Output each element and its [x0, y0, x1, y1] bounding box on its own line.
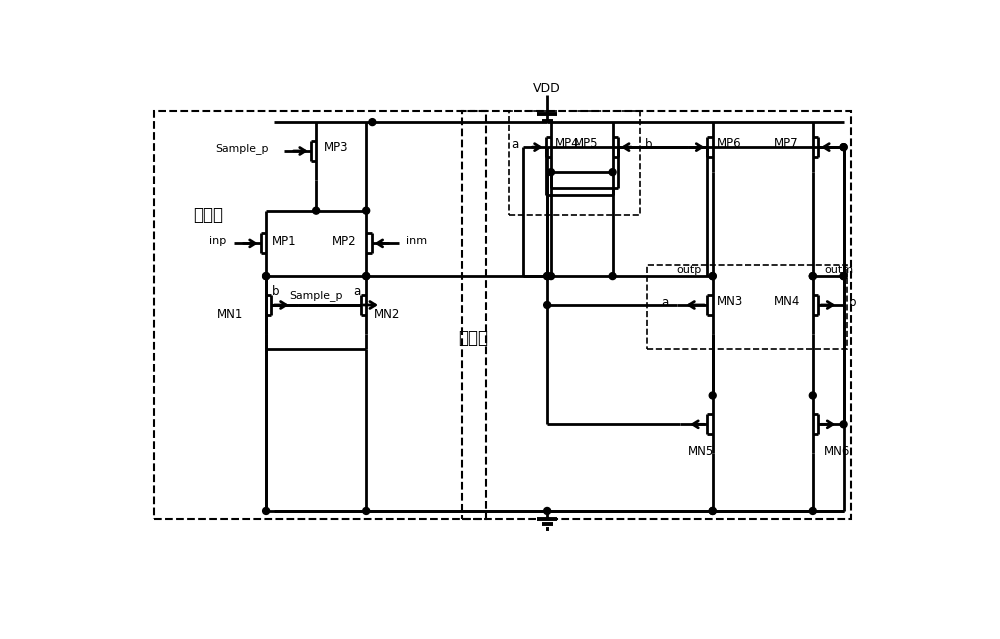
- Text: MP2: MP2: [332, 235, 356, 247]
- Text: MN6: MN6: [824, 445, 851, 458]
- Circle shape: [840, 144, 847, 151]
- Circle shape: [263, 507, 270, 514]
- Text: outp: outp: [676, 265, 701, 275]
- Circle shape: [709, 273, 716, 280]
- Circle shape: [363, 273, 370, 280]
- Circle shape: [544, 273, 551, 280]
- Circle shape: [709, 273, 716, 280]
- Text: b: b: [849, 296, 856, 309]
- Text: a: a: [662, 296, 669, 309]
- Circle shape: [544, 273, 551, 280]
- Text: MN4: MN4: [774, 295, 801, 307]
- Text: MP5: MP5: [574, 137, 599, 150]
- Circle shape: [369, 119, 376, 126]
- Circle shape: [363, 507, 370, 514]
- Circle shape: [544, 507, 551, 514]
- Text: MN2: MN2: [374, 308, 400, 321]
- Text: MP7: MP7: [774, 137, 799, 150]
- Text: VDD: VDD: [533, 82, 561, 95]
- Circle shape: [363, 207, 370, 214]
- Bar: [154, 111, 486, 519]
- Bar: [462, 111, 851, 519]
- Circle shape: [548, 273, 554, 280]
- Circle shape: [709, 392, 716, 399]
- Bar: [647, 265, 847, 350]
- Circle shape: [263, 273, 270, 280]
- Text: inm: inm: [406, 236, 427, 246]
- Text: 第二级: 第二级: [459, 328, 489, 347]
- Circle shape: [363, 273, 370, 280]
- Circle shape: [609, 169, 616, 176]
- Circle shape: [313, 207, 320, 214]
- Circle shape: [809, 392, 816, 399]
- Circle shape: [709, 507, 716, 514]
- Text: b: b: [645, 138, 652, 151]
- Text: inp: inp: [209, 236, 226, 246]
- Text: outm: outm: [824, 265, 853, 275]
- Text: MN3: MN3: [717, 295, 743, 307]
- Text: MP1: MP1: [272, 235, 297, 247]
- Text: MP3: MP3: [324, 141, 348, 153]
- Text: 第一级: 第一级: [193, 206, 223, 224]
- Circle shape: [809, 273, 816, 280]
- Text: a: a: [353, 285, 360, 298]
- Text: MN5: MN5: [688, 445, 714, 458]
- Text: MP6: MP6: [717, 137, 741, 150]
- Circle shape: [544, 302, 551, 309]
- Circle shape: [840, 144, 847, 151]
- Circle shape: [840, 273, 847, 280]
- Circle shape: [840, 273, 847, 280]
- Circle shape: [709, 507, 716, 514]
- Circle shape: [609, 273, 616, 280]
- Circle shape: [263, 273, 270, 280]
- Text: MN1: MN1: [217, 308, 243, 321]
- Circle shape: [809, 507, 816, 514]
- Text: Sample_p: Sample_p: [215, 143, 268, 154]
- Circle shape: [548, 169, 554, 176]
- Bar: [509, 111, 640, 215]
- Text: Sample_p: Sample_p: [289, 290, 343, 301]
- Circle shape: [840, 421, 847, 427]
- Text: MP4: MP4: [555, 137, 579, 150]
- Circle shape: [809, 273, 816, 280]
- Text: b: b: [272, 285, 280, 298]
- Text: a: a: [511, 138, 519, 151]
